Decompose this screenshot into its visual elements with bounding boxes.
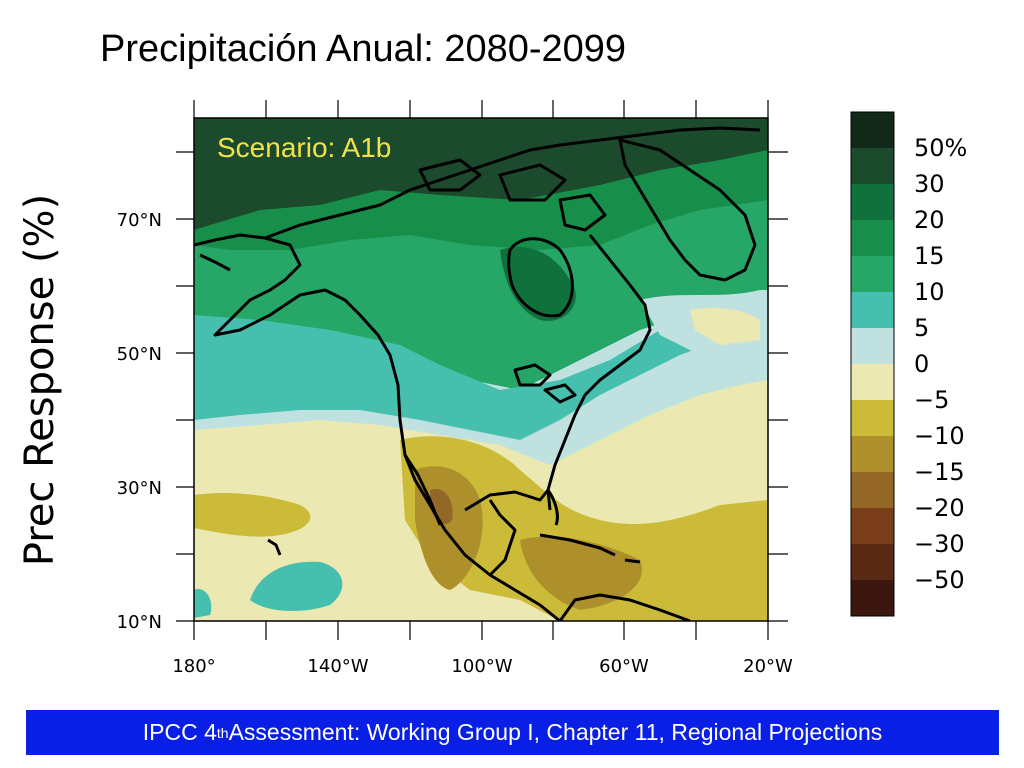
coastlines [194,126,761,621]
colorbar-swatch [851,220,894,256]
colorbar-label: −10 [914,422,965,450]
footer-text-sup: th [216,724,229,741]
colorbar-label: 20 [914,206,945,234]
colorbar-label: −50 [914,566,965,594]
colorbar-label: −5 [914,386,949,414]
footer-text-pre: IPCC 4 [142,719,217,745]
lat-label-10n: 10°N [117,612,162,633]
colorbar-labels: 50% 30 20 15 10 5 0 −5 −10 −15 −20 −30 −50 [914,134,967,594]
colorbar-swatch [851,328,894,364]
colorbar-swatch [851,472,894,508]
colorbar-label: −30 [914,530,965,558]
colorbar-swatch [851,544,894,580]
colorbar-label: −15 [914,458,965,486]
lon-label-140w: 140°W [307,656,368,677]
lat-label-50n: 50°N [117,344,162,365]
colorbar-swatch [851,436,894,472]
colorbar-swatch [851,580,894,616]
lon-label-20w: 20°W [743,656,793,677]
map-figure: 70°N 50°N 30°N 10°N 180° 140°W 100°W 60°… [117,100,967,677]
colorbar-swatch [851,112,894,148]
colorbar-swatch [851,256,894,292]
colorbar-swatch [851,148,894,184]
lon-label-100w: 100°W [451,656,512,677]
slide-title: Precipitación Anual: 2080-2099 [100,28,627,70]
colorbar-label: 10 [914,278,945,306]
colorbar-label: 15 [914,242,945,270]
colorbar-label: 0 [914,350,929,378]
precip-field [194,118,768,621]
colorbar [850,111,895,617]
axis-ticks [176,100,788,640]
footer-text-post: Assessment: Working Group I, Chapter 11,… [228,719,883,745]
scenario-label: Scenario: A1b [217,132,391,163]
colorbar-swatch [851,184,894,220]
lon-label-60w: 60°W [599,656,649,677]
colorbar-label: 50% [914,134,967,162]
lon-label-180: 180° [172,656,215,677]
lat-label-70n: 70°N [117,210,162,231]
colorbar-label: 30 [914,170,945,198]
colorbar-label: 5 [914,314,929,342]
colorbar-frame [850,111,895,617]
map-frame [193,117,769,622]
lat-label-30n: 30°N [117,478,162,499]
colorbar-label: −20 [914,494,965,522]
colorbar-swatch [851,292,894,328]
colorbar-swatch [851,400,894,436]
colorbar-swatch [851,508,894,544]
colorbar-swatch [851,364,894,400]
